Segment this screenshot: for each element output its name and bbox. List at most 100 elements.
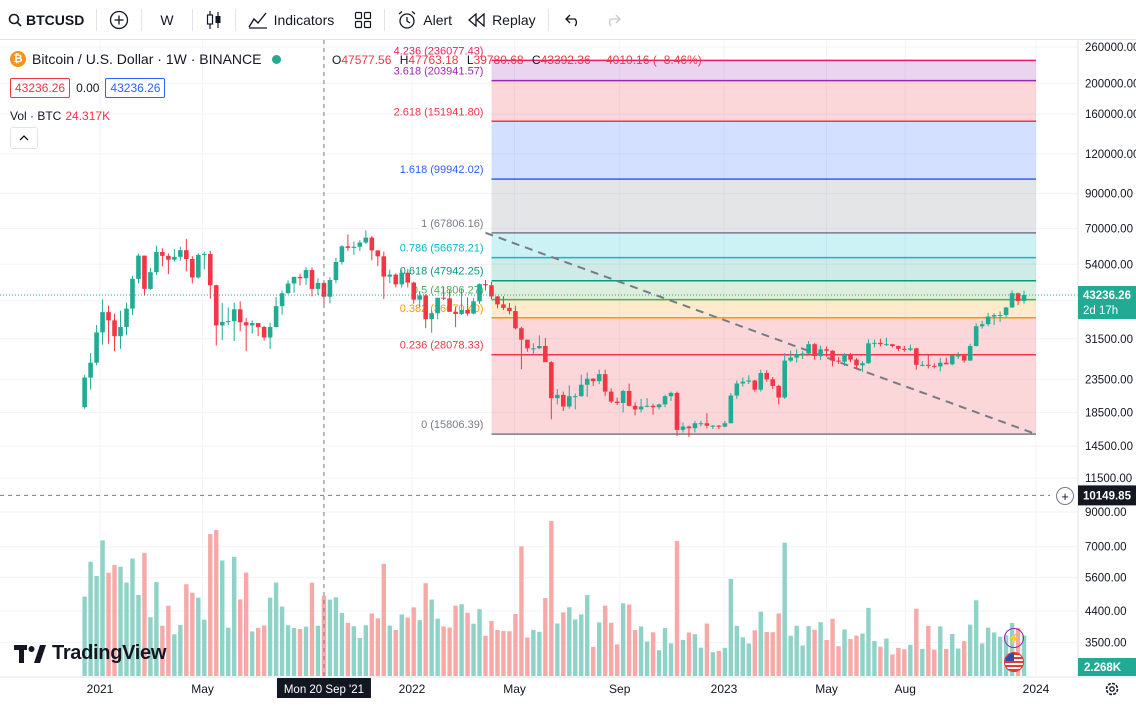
volume-bar	[740, 637, 746, 676]
redo-button[interactable]	[593, 0, 633, 40]
candle-body	[315, 282, 321, 289]
add-price-level-button[interactable]: +	[1056, 487, 1074, 505]
undo-button[interactable]	[553, 0, 593, 40]
volume-bar	[830, 618, 835, 676]
candle-body	[788, 357, 793, 361]
logo-text: TradingView	[52, 642, 167, 664]
volume-bar	[680, 639, 686, 676]
candle-body	[297, 276, 303, 279]
volume-bar	[866, 607, 871, 676]
fib-level-label: 0.236 (28078.33)	[400, 340, 484, 352]
chart-type-button[interactable]	[197, 0, 231, 40]
alert-button[interactable]: Alert	[389, 0, 460, 40]
open-value: 47577.56	[341, 53, 392, 67]
volume-bar	[579, 614, 584, 676]
candle-body	[160, 252, 165, 256]
candle-body	[608, 391, 614, 402]
volume-bar	[686, 632, 692, 676]
volume-bar	[549, 521, 554, 676]
candle-body	[782, 360, 787, 398]
layouts-button[interactable]	[346, 0, 380, 40]
volume-bar	[794, 625, 799, 676]
volume-bar	[608, 622, 614, 676]
volume-bar	[716, 650, 722, 676]
volume-bar	[991, 632, 997, 676]
candle-body	[142, 255, 147, 289]
lightning-icon[interactable]: ⚡	[1004, 628, 1024, 648]
volume-bar	[232, 556, 237, 676]
volume-bar	[471, 623, 476, 676]
fib-level-label: 0 (15806.39)	[421, 419, 483, 431]
volume-bar	[273, 582, 279, 676]
candle-body	[812, 344, 817, 357]
volume-bar	[1009, 622, 1015, 676]
compare-button[interactable]	[101, 0, 137, 40]
candle-body	[255, 323, 261, 328]
volume-bar	[160, 625, 165, 676]
volume-bar	[166, 605, 171, 676]
volume-series	[82, 521, 1027, 676]
volume-bar	[441, 626, 446, 676]
volume-bar	[967, 624, 973, 676]
candle-body	[219, 321, 225, 326]
volume-bar	[184, 584, 189, 676]
symbol-description[interactable]: Bitcoin / U.S. Dollar · 1W · BINANCE	[32, 51, 262, 67]
symbol-name: BTCUSD	[26, 11, 85, 28]
candle-body	[770, 379, 776, 386]
us-flag-icon[interactable]	[1004, 652, 1024, 672]
candle-body	[614, 401, 620, 403]
volume-bar	[94, 575, 99, 676]
candle-body	[704, 423, 710, 426]
collapse-legend-button[interactable]	[10, 127, 38, 149]
volume-bar	[178, 624, 183, 676]
candle-body	[124, 308, 129, 328]
price-tick-label: 90000.00	[1085, 189, 1133, 201]
indicators-label: Indicators	[273, 11, 335, 28]
fib-level-label: 1 (67806.16)	[421, 218, 483, 230]
candle-body	[973, 326, 979, 347]
search-icon	[8, 13, 22, 27]
volume-bar	[136, 594, 141, 676]
candle-body	[519, 328, 524, 340]
volume-bar	[220, 560, 225, 676]
volume-bar	[483, 635, 488, 676]
candle-body	[399, 272, 405, 285]
crosshair-date-label: Mon 20 Sep '21	[284, 684, 364, 696]
volume-bar	[100, 540, 105, 676]
candle-body	[363, 237, 369, 243]
candle-body	[860, 363, 865, 366]
high-key: H	[399, 53, 409, 67]
interval-button[interactable]: W	[146, 0, 187, 40]
fib-band	[491, 121, 1037, 180]
volume-bar	[357, 637, 363, 676]
chart-settings-button[interactable]	[1104, 681, 1120, 702]
replay-label: Replay	[492, 11, 536, 28]
indicators-button[interactable]: Indicators	[240, 0, 343, 40]
chevron-up-icon	[19, 135, 29, 141]
volume-bar	[884, 638, 889, 676]
volume-bar	[255, 627, 261, 676]
volume-bar	[734, 625, 740, 676]
volume-last-marker	[1078, 658, 1136, 676]
symbol-search[interactable]: BTCUSD	[0, 0, 92, 40]
candle-body	[692, 423, 698, 429]
candle-body	[914, 348, 919, 365]
fib-level-label: 0.618 (47942.25)	[400, 266, 484, 278]
candle-body	[148, 272, 153, 289]
open-key: O	[332, 53, 342, 67]
candle-body	[854, 359, 859, 366]
replay-button[interactable]: Replay	[460, 0, 544, 40]
volume-bar	[728, 578, 734, 676]
volume-bar	[860, 633, 865, 676]
buy-button[interactable]: 43236.26	[105, 78, 166, 98]
sell-button[interactable]: 43236.26	[10, 78, 71, 98]
volume-bar	[704, 623, 710, 676]
tradingview-logo[interactable]: TradingView	[14, 642, 166, 665]
fib-level-label: 2.618 (151941.80)	[394, 106, 484, 118]
candle-body	[231, 309, 237, 322]
candle-body	[309, 270, 315, 289]
volume-bar	[854, 635, 859, 676]
volume-bar	[555, 623, 560, 676]
candle-body	[931, 365, 937, 367]
